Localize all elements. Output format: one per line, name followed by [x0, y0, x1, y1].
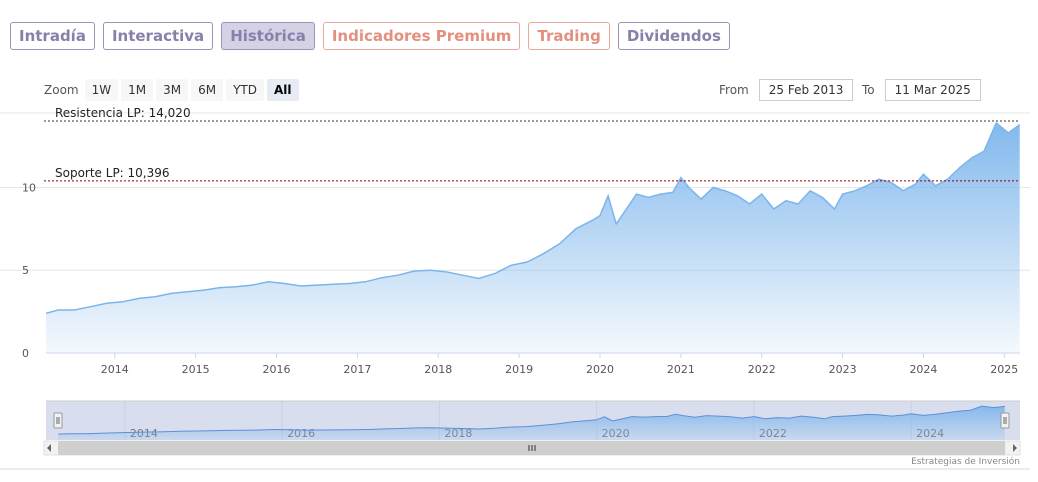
tab-hist-rica[interactable]: Histórica	[221, 22, 315, 50]
x-tick-label: 2023	[829, 363, 857, 376]
zoom-label: Zoom	[44, 83, 79, 97]
tab-intrad-a[interactable]: Intradía	[10, 22, 95, 50]
zoom-selector: Zoom 1W 1M 3M 6M YTD All	[44, 79, 302, 101]
x-tick-label: 2016	[263, 363, 291, 376]
resistance-label: Resistencia LP: 14,020	[55, 106, 191, 120]
x-tick-label: 2018	[424, 363, 452, 376]
to-label: To	[862, 83, 875, 97]
date-range-to: To 11 Mar 2025	[862, 79, 981, 101]
zoom-button-1w[interactable]: 1W	[84, 79, 119, 101]
navigator-handle-right[interactable]	[1000, 412, 1010, 429]
scroll-right-arrow-icon[interactable]	[1013, 444, 1017, 452]
x-tick-label: 2014	[101, 363, 129, 376]
y-tick-label: 10	[22, 181, 36, 194]
x-tick-label: 2025	[990, 363, 1018, 376]
from-label: From	[719, 83, 749, 97]
credits-text: Estrategias de Inversión	[911, 457, 1020, 467]
price-line	[45, 121, 1021, 315]
to-date-input[interactable]: 11 Mar 2025	[884, 79, 981, 101]
zoom-button-all[interactable]: All	[267, 79, 299, 101]
zoom-button-3m[interactable]: 3M	[156, 79, 189, 101]
zoom-button-1m[interactable]: 1M	[121, 79, 154, 101]
from-date-input[interactable]: 25 Feb 2013	[758, 79, 854, 101]
x-tick-label: 2015	[182, 363, 210, 376]
scrollbar[interactable]	[43, 440, 1021, 456]
navigator-handle-left[interactable]	[53, 412, 63, 429]
x-tick-label: 2024	[909, 363, 937, 376]
tab-trading[interactable]: Trading	[528, 22, 610, 50]
x-tick-label: 2020	[586, 363, 614, 376]
y-tick-label: 0	[22, 347, 29, 360]
x-tick-label: 2017	[343, 363, 371, 376]
scroll-left-arrow-icon[interactable]	[47, 444, 51, 452]
zoom-button-ytd[interactable]: YTD	[226, 79, 264, 101]
tab-dividendos[interactable]: Dividendos	[617, 22, 730, 50]
zoom-button-6m[interactable]: 6M	[191, 79, 224, 101]
navigator-line	[58, 405, 1005, 435]
y-tick-label: 5	[22, 264, 29, 277]
x-tick-label: 2019	[505, 363, 533, 376]
navigator-area	[58, 406, 1005, 440]
tab-indicadores-premium[interactable]: Indicadores Premium	[322, 22, 521, 50]
price-area	[46, 122, 1020, 354]
tab-bar: Intradía Interactiva Histórica Indicadores …	[10, 22, 730, 50]
x-tick-label: 2022	[748, 363, 776, 376]
tab-interactiva[interactable]: Interactiva	[102, 22, 214, 50]
navigator[interactable]: 201420162018202020222024	[46, 400, 1020, 440]
x-tick-label: 2021	[667, 363, 695, 376]
support-label: Soporte LP: 10,396	[55, 166, 170, 180]
date-range: From 25 Feb 2013	[719, 79, 854, 101]
